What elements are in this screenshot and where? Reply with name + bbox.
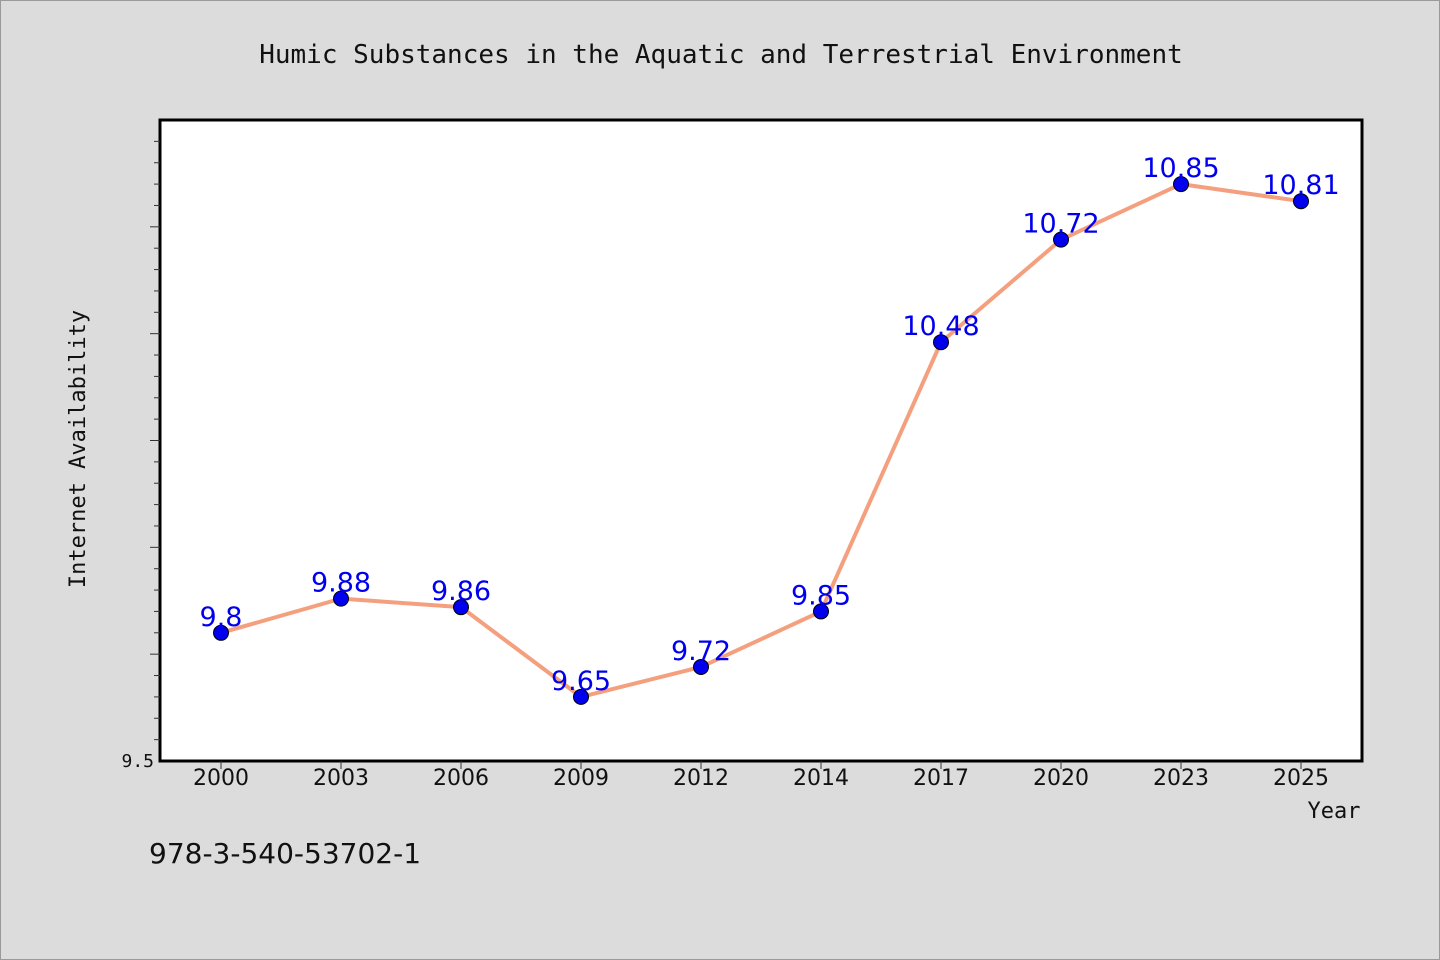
data-label: 9.65 — [551, 666, 611, 697]
x-tick-label: 2014 — [793, 766, 849, 791]
data-point — [1053, 231, 1069, 248]
data-label: 10.72 — [1022, 209, 1099, 240]
data-point — [1293, 193, 1309, 210]
y-axis-ticks: 9.5 — [121, 140, 160, 772]
data-label: 9.85 — [791, 580, 851, 611]
data-point — [813, 603, 829, 620]
data-point — [333, 590, 349, 607]
data-label: 9.72 — [671, 636, 731, 667]
data-label: 9.8 — [200, 602, 243, 633]
x-tick-label: 2020 — [1033, 766, 1089, 791]
x-tick-label: 2023 — [1153, 766, 1209, 791]
x-tick-label: 2003 — [313, 766, 369, 791]
x-tick-label: 2006 — [433, 766, 489, 791]
plot-area — [158, 118, 1364, 763]
data-label: 9.88 — [311, 568, 371, 599]
data-label: 10.85 — [1142, 153, 1219, 184]
x-tick-label: 2017 — [913, 766, 969, 791]
series-line — [219, 182, 1303, 699]
series-layer: 9.8 9.88 9.86 9.65 9.72 9.85 10.48 10.72 10.85 10… — [200, 153, 1340, 705]
y-axis-label: Internet Availability — [66, 310, 91, 588]
data-point — [1173, 176, 1189, 193]
x-tick-label: 2012 — [673, 766, 729, 791]
x-tick-label: 2009 — [553, 766, 609, 791]
data-point — [933, 334, 949, 351]
data-label: 10.48 — [902, 311, 979, 342]
data-point — [573, 688, 589, 705]
x-tick-label: 2025 — [1273, 766, 1329, 791]
data-label: 10.81 — [1262, 170, 1339, 201]
x-tick-label: 2000 — [193, 766, 249, 791]
x-axis-label: Year — [1308, 799, 1361, 824]
isbn-label: 978-3-540-53702-1 — [149, 837, 421, 870]
chart-title: Humic Substances in the Aquatic and Terr… — [259, 40, 1183, 70]
data-point — [693, 658, 709, 675]
x-axis-ticks: 2000 2003 2006 2009 2012 2014 2017 2020 2023 2025 — [193, 761, 1329, 791]
y-tick-label: 9.5 — [121, 751, 154, 772]
data-label: 9.86 — [431, 576, 491, 607]
data-point — [213, 624, 229, 641]
data-point — [453, 599, 469, 616]
